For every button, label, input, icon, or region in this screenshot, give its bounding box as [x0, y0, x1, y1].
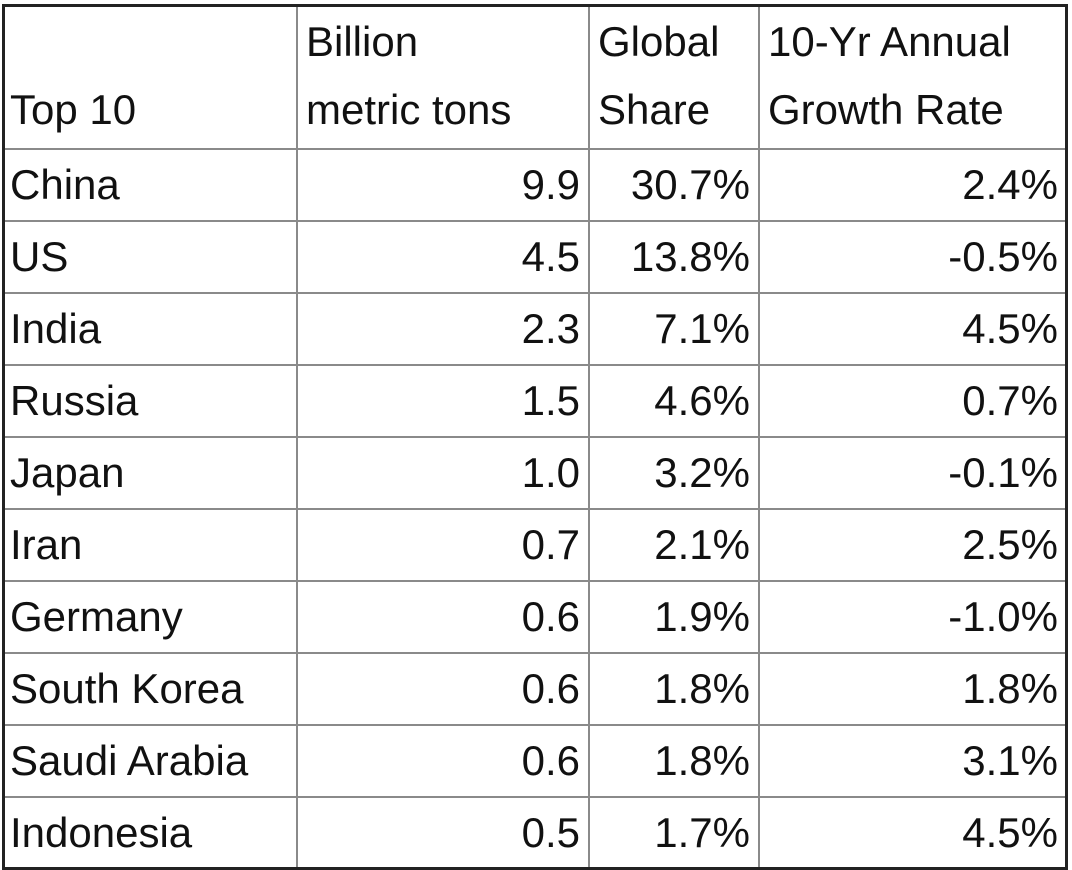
- cell-value: 2.3: [298, 294, 590, 366]
- row-label: Japan: [2, 438, 298, 510]
- header-cell: Top 10: [2, 4, 298, 150]
- cell-value: -0.1%: [760, 438, 1068, 510]
- cell-value: 30.7%: [590, 150, 760, 222]
- cell-value: 13.8%: [590, 222, 760, 294]
- header-text: Top 10: [10, 86, 137, 133]
- cell-value: 0.6: [298, 726, 590, 798]
- row-label: Germany: [2, 582, 298, 654]
- cell-value: 1.9%: [590, 582, 760, 654]
- cell-value: 4.5%: [760, 798, 1068, 870]
- cell-value: 4.5: [298, 222, 590, 294]
- cell-value: 0.6: [298, 582, 590, 654]
- header-text: Share: [598, 86, 711, 133]
- cell-value: 2.1%: [590, 510, 760, 582]
- cell-value: 1.5: [298, 366, 590, 438]
- cell-value: 1.7%: [590, 798, 760, 870]
- row-label: Indonesia: [2, 798, 298, 870]
- cell-value: 3.2%: [590, 438, 760, 510]
- header-cell: Billion metric tons: [298, 4, 590, 150]
- header-text: Global: [598, 18, 720, 65]
- row-label: US: [2, 222, 298, 294]
- cell-value: -0.5%: [760, 222, 1068, 294]
- header-cell: 10-Yr Annual Growth Rate: [760, 4, 1068, 150]
- header-text: metric tons: [306, 86, 512, 133]
- cell-value: 1.8%: [760, 654, 1068, 726]
- cell-value: -1.0%: [760, 582, 1068, 654]
- row-label: Saudi Arabia: [2, 726, 298, 798]
- row-label: South Korea: [2, 654, 298, 726]
- row-label: China: [2, 150, 298, 222]
- cell-value: 0.5: [298, 798, 590, 870]
- cell-value: 2.4%: [760, 150, 1068, 222]
- row-label: Iran: [2, 510, 298, 582]
- cell-value: 0.6: [298, 654, 590, 726]
- header-text: 10-Yr Annual: [768, 18, 1011, 65]
- row-label: India: [2, 294, 298, 366]
- cell-value: 4.6%: [590, 366, 760, 438]
- header-text: Billion: [306, 18, 419, 65]
- cell-value: 9.9: [298, 150, 590, 222]
- cell-value: 2.5%: [760, 510, 1068, 582]
- header-text: Growth Rate: [768, 86, 1004, 133]
- row-label: Russia: [2, 366, 298, 438]
- header-cell: Global Share: [590, 4, 760, 150]
- cell-value: 3.1%: [760, 726, 1068, 798]
- cell-value: 0.7%: [760, 366, 1068, 438]
- cell-value: 4.5%: [760, 294, 1068, 366]
- cell-value: 7.1%: [590, 294, 760, 366]
- cell-value: 0.7: [298, 510, 590, 582]
- cell-value: 1.8%: [590, 654, 760, 726]
- cell-value: 1.8%: [590, 726, 760, 798]
- cell-value: 1.0: [298, 438, 590, 510]
